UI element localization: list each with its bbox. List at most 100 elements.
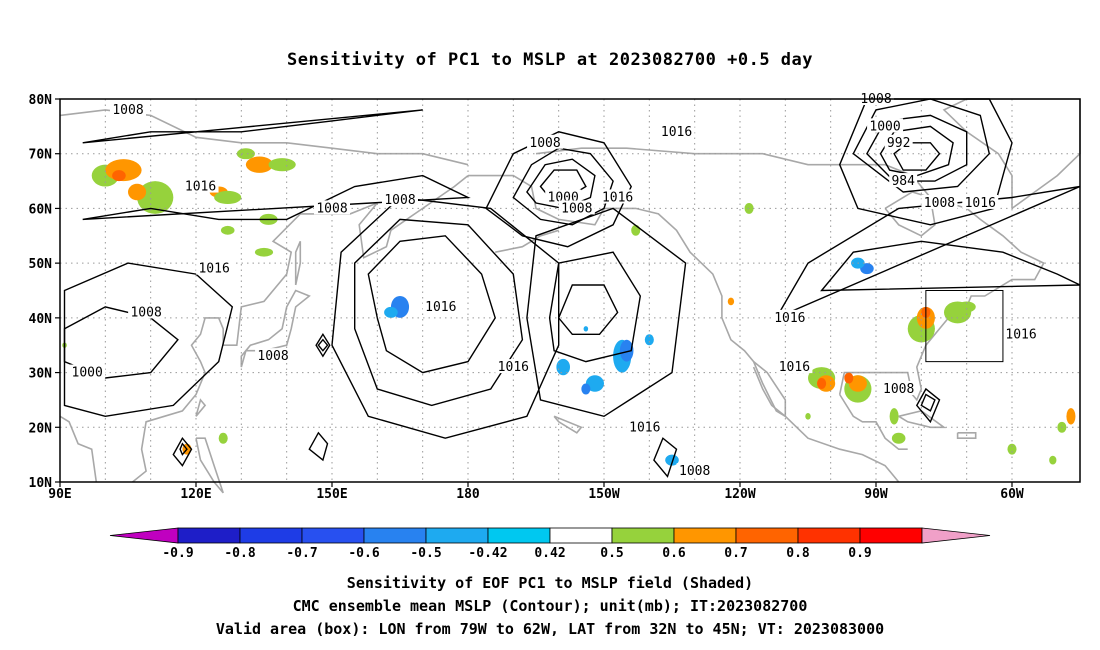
longitude-labels: 90E 120E 150E 180 150W 120W 90W 60W (48, 482, 1024, 502)
colorbar-segment (859, 527, 923, 544)
lon-label: 90E (48, 487, 71, 502)
sensitivity-blob (891, 432, 906, 444)
contour-label: 1008 (130, 305, 161, 320)
contour-label: 1008 (883, 382, 914, 397)
coastline (495, 229, 559, 253)
colorbar-label: 0.6 (662, 546, 686, 561)
lat-label: 20N (29, 421, 53, 436)
mslp-contour (367, 235, 496, 374)
coastline (553, 415, 583, 434)
sensitivity-blob (236, 148, 255, 160)
contour-label-bg (545, 189, 582, 204)
colorbar-label: 0.9 (848, 546, 871, 561)
lon-label: 120E (180, 487, 211, 502)
sensitivity-blob (245, 156, 274, 173)
contour-label-bg (889, 173, 918, 188)
contour-label: 1008 (384, 193, 415, 208)
colorbar-segment (487, 527, 551, 544)
coastline (131, 174, 469, 483)
caption-shaded: Sensitivity of EOF PC1 to MSLP field (Sh… (346, 574, 754, 592)
lon-label: 180 (456, 487, 480, 502)
contour-label: 1008 (112, 103, 143, 118)
lat-label: 30N (29, 367, 53, 382)
contour-label-bg (495, 359, 532, 374)
lat-label: 80N (29, 93, 53, 108)
sensitivity-blob (665, 454, 679, 466)
mslp-contour (179, 442, 188, 456)
sensitivity-blob (1007, 443, 1017, 455)
contour-label: 1016 (425, 300, 456, 315)
lon-label: 120W (724, 487, 755, 502)
lat-label: 70N (29, 148, 53, 163)
sensitivity-blob (889, 408, 899, 425)
contour-label: 1016 (774, 311, 805, 326)
coastline (195, 437, 224, 494)
contour-label: 1008 (679, 464, 710, 479)
mslp-contour (63, 262, 234, 418)
mslp-sensitivity-map: 1008 1016 1008 1008 1016 1008 1000 1008 1016 1016… (29, 91, 1081, 561)
lat-label: 40N (29, 312, 53, 327)
lon-label: 90W (864, 487, 888, 502)
mslp-contour (557, 284, 619, 335)
sensitivity-blob (585, 375, 605, 392)
colorbar-segment (673, 527, 737, 544)
coastline (294, 240, 302, 286)
contour-label: 1016 (965, 196, 996, 211)
contour-label-bg (527, 134, 564, 149)
mslp-contour (315, 332, 331, 358)
sensitivity-blob (805, 413, 811, 420)
colorbar: -0.9 -0.8 -0.7 -0.6 -0.5 -0.42 0.42 0.5 0.6 0.7 0.… (109, 527, 991, 561)
sensitivity-blob (112, 170, 126, 182)
colorbar-label: -0.9 (162, 546, 193, 561)
valid-area-box (925, 290, 1004, 363)
sensitivity-blob (254, 247, 274, 257)
contour-label: 992 (887, 136, 910, 151)
colorbar-label: -0.6 (348, 546, 379, 561)
sensitivity-blob (220, 225, 235, 235)
mslp-contour (317, 338, 329, 352)
contour-label-bg (69, 364, 106, 379)
mslp-contour (512, 147, 614, 226)
contour-label-bg (314, 200, 350, 215)
mslp-contour (354, 218, 524, 407)
lat-label: 60N (29, 202, 53, 217)
sensitivity-blob (581, 383, 591, 395)
sensitivity-blob (644, 334, 654, 346)
coastline (752, 360, 787, 418)
valid-area-rect (925, 290, 1004, 363)
contour-label-bg (884, 134, 913, 149)
coastline (59, 109, 469, 166)
mslp-contours (63, 98, 1081, 478)
sensitivity-blob (957, 301, 976, 313)
sensitivity-blob (218, 432, 228, 444)
coastline (839, 394, 908, 450)
contour-label-bg (676, 463, 713, 478)
contour-label: 1016 (629, 420, 660, 435)
latitude-labels: 80N 70N 60N 50N 40N 30N 20N 10N (29, 93, 60, 491)
colorbar-low-end (109, 527, 179, 544)
contour-label-bg (867, 118, 904, 133)
sensitivity-blob (1066, 408, 1076, 425)
contour-label-bg (255, 348, 292, 363)
mslp-contour (548, 251, 642, 363)
colorbar-segment (239, 527, 303, 544)
lon-label: 150W (588, 487, 619, 502)
colorbar-segment (425, 527, 489, 544)
colorbar-label: 0.5 (600, 546, 623, 561)
colorbar-label: 0.7 (724, 546, 747, 561)
mslp-contour (308, 431, 329, 462)
mslp-contour (852, 98, 991, 193)
contour-label-bg (921, 194, 958, 209)
sensitivity-blob (631, 224, 641, 236)
sensitivity-blob (384, 306, 398, 318)
contour-label-bg (128, 304, 165, 319)
mslp-contour (331, 196, 560, 439)
sensitivity-blob (268, 158, 296, 172)
caption-valid-area: Valid area (box): LON from 79W to 62W, L… (215, 620, 885, 638)
contour-label-bg (962, 194, 999, 209)
colorbar-label: -0.42 (468, 546, 507, 561)
contour-label-bg (658, 123, 695, 138)
mslp-contour (526, 158, 596, 210)
coastline (535, 147, 1045, 402)
lon-label: 150E (316, 487, 347, 502)
